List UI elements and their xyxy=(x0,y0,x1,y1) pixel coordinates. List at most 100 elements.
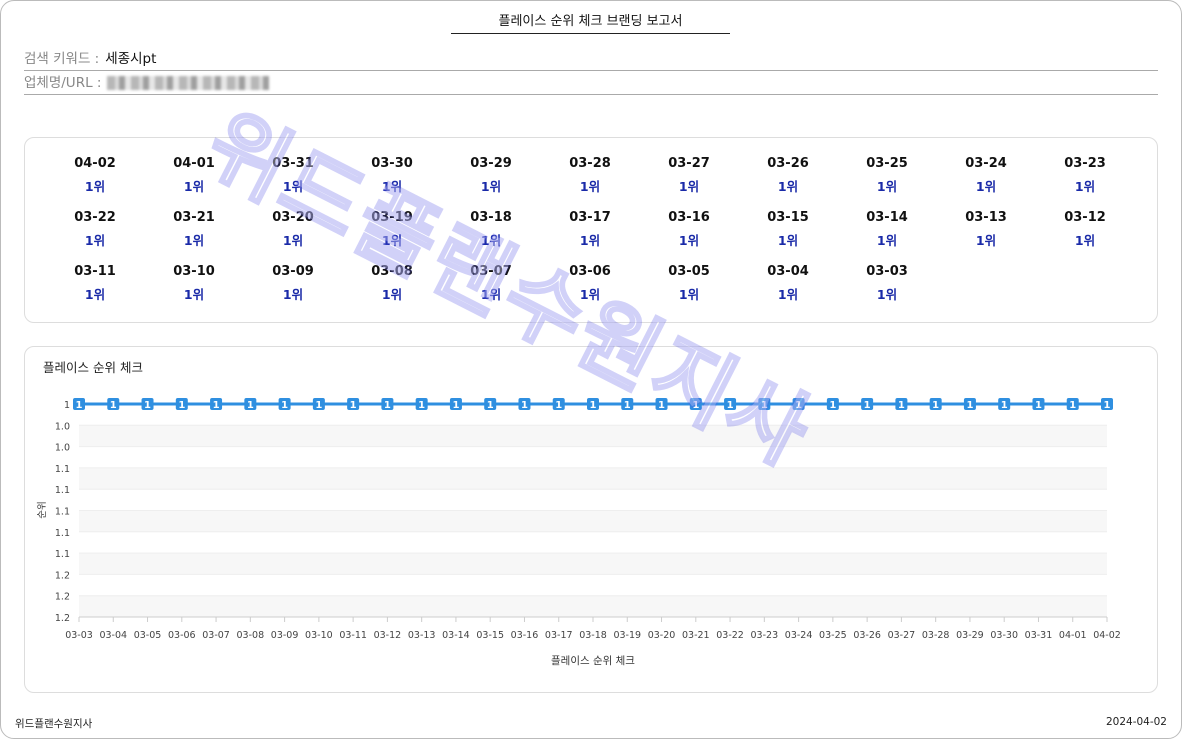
rank-value: 1위 xyxy=(1074,233,1096,248)
data-point xyxy=(244,398,257,410)
business-label: 업체명/URL : xyxy=(24,75,102,91)
data-label: 1 xyxy=(281,400,288,411)
y-tick-label: 1.1 xyxy=(55,507,70,518)
x-tick-label: 03-23 xyxy=(751,630,779,641)
x-tick-label: 03-13 xyxy=(408,630,436,641)
rank-cell: 03-17 1위 xyxy=(560,210,620,249)
rank-value: 1위 xyxy=(282,287,304,302)
x-tick-label: 03-19 xyxy=(613,630,641,641)
footer-date: 2024-04-02 xyxy=(1105,716,1167,728)
rank-cell: 03-24 1위 xyxy=(956,156,1016,195)
data-label: 1 xyxy=(384,400,391,411)
rank-date: 03-14 xyxy=(866,210,908,225)
x-tick-label: 03-27 xyxy=(888,630,916,641)
rank-cell: 03-31 1위 xyxy=(263,156,323,195)
data-point xyxy=(998,398,1011,410)
rank-date: 03-19 xyxy=(371,210,413,225)
x-tick-label: 03-31 xyxy=(1025,630,1053,641)
rank-date: 03-08 xyxy=(371,264,413,279)
rank-date: 03-24 xyxy=(965,156,1007,171)
rank-cell: 03-07 1위 xyxy=(461,264,521,303)
data-point xyxy=(758,398,771,410)
x-tick-label: 03-22 xyxy=(716,630,744,641)
rank-cell: 03-19 1위 xyxy=(362,210,422,249)
rank-date: 03-15 xyxy=(767,210,809,225)
rank-date: 03-29 xyxy=(470,156,512,171)
rank-cell: 03-09 1위 xyxy=(263,264,323,303)
data-point xyxy=(621,398,634,410)
rank-date: 03-09 xyxy=(272,264,314,279)
x-tick-label: 03-16 xyxy=(511,630,539,641)
rank-cell: 03-08 1위 xyxy=(362,264,422,303)
data-label: 1 xyxy=(350,400,357,411)
rank-date: 03-28 xyxy=(569,156,611,171)
rank-value: 1위 xyxy=(84,287,106,302)
data-label: 1 xyxy=(1069,400,1076,411)
rank-date: 03-17 xyxy=(569,210,611,225)
data-point xyxy=(1101,398,1113,410)
data-point xyxy=(141,398,154,410)
rank-date: 03-06 xyxy=(569,264,611,279)
rank-cell: 03-25 1위 xyxy=(857,156,917,195)
rank-date: 03-21 xyxy=(173,210,215,225)
data-label: 1 xyxy=(247,400,254,411)
x-tick-label: 03-05 xyxy=(134,630,162,641)
rank-value: 1위 xyxy=(381,287,403,302)
keyword-value: 세종시pt xyxy=(105,51,157,67)
data-label: 1 xyxy=(76,400,83,411)
data-label: 1 xyxy=(727,400,734,411)
rank-grid-card: 04-02 1위 04-01 1위 03-31 1위 03-30 1위 03-29 1위 03-28… xyxy=(24,137,1158,323)
rank-cell: 04-01 1위 xyxy=(164,156,224,195)
data-point xyxy=(484,398,497,410)
rank-date: 03-12 xyxy=(1064,210,1106,225)
x-tick-label: 03-20 xyxy=(648,630,676,641)
rank-value: 1위 xyxy=(282,179,304,194)
rank-date: 03-07 xyxy=(470,264,512,279)
data-label: 1 xyxy=(795,400,802,411)
data-point xyxy=(210,398,223,410)
rank-date: 03-25 xyxy=(866,156,908,171)
rank-date: 03-13 xyxy=(965,210,1007,225)
data-point xyxy=(689,398,702,410)
rank-value: 1위 xyxy=(84,233,106,248)
rank-date: 03-27 xyxy=(668,156,710,171)
rank-cell: 03-30 1위 xyxy=(362,156,422,195)
data-label: 1 xyxy=(658,400,665,411)
rank-value: 1위 xyxy=(480,287,502,302)
rank-date: 03-11 xyxy=(74,264,116,279)
y-tick-label: 1.1 xyxy=(55,485,70,496)
x-tick-label: 03-17 xyxy=(545,630,573,641)
y-tick-label: 1.0 xyxy=(55,443,70,454)
x-tick-label: 03-11 xyxy=(339,630,367,641)
x-axis-title: 플레이스 순위 체크 xyxy=(551,654,635,667)
rank-cell: 03-14 1위 xyxy=(857,210,917,249)
rank-cell: 03-28 1위 xyxy=(560,156,620,195)
data-label: 1 xyxy=(555,400,562,411)
x-tick-label: 03-29 xyxy=(956,630,984,641)
grid-band xyxy=(79,425,1107,447)
rank-date: 04-01 xyxy=(173,156,215,171)
x-tick-label: 03-21 xyxy=(682,630,710,641)
rank-date: 03-22 xyxy=(74,210,116,225)
rank-value: 1위 xyxy=(678,233,700,248)
data-point xyxy=(895,398,908,410)
keyword-label: 검색 키워드 : xyxy=(24,51,100,67)
x-tick-label: 03-08 xyxy=(237,630,265,641)
y-tick-label: 1.2 xyxy=(55,613,70,624)
report-title: 플레이스 순위 체크 브랜딩 보고서 xyxy=(451,10,730,34)
data-label: 1 xyxy=(452,400,459,411)
rank-cell: 03-12 1위 xyxy=(1055,210,1115,249)
data-label: 1 xyxy=(487,400,494,411)
rank-value: 1위 xyxy=(777,179,799,194)
rank-grid: 04-02 1위 04-01 1위 03-31 1위 03-30 1위 03-29 1위 03-28… xyxy=(65,156,1154,303)
keyword-field: 검색 키워드 : 세종시pt xyxy=(24,49,1158,71)
grid-band xyxy=(79,467,1107,490)
y-axis-title: 순위 xyxy=(36,501,48,518)
y-tick-label: 1.1 xyxy=(55,464,70,475)
data-label: 1 xyxy=(213,400,220,411)
rank-value: 1위 xyxy=(975,179,997,194)
rank-value: 1위 xyxy=(579,287,601,302)
rank-date: 03-18 xyxy=(470,210,512,225)
rank-date: 03-10 xyxy=(173,264,215,279)
rank-cell: 03-03 1위 xyxy=(857,264,917,303)
